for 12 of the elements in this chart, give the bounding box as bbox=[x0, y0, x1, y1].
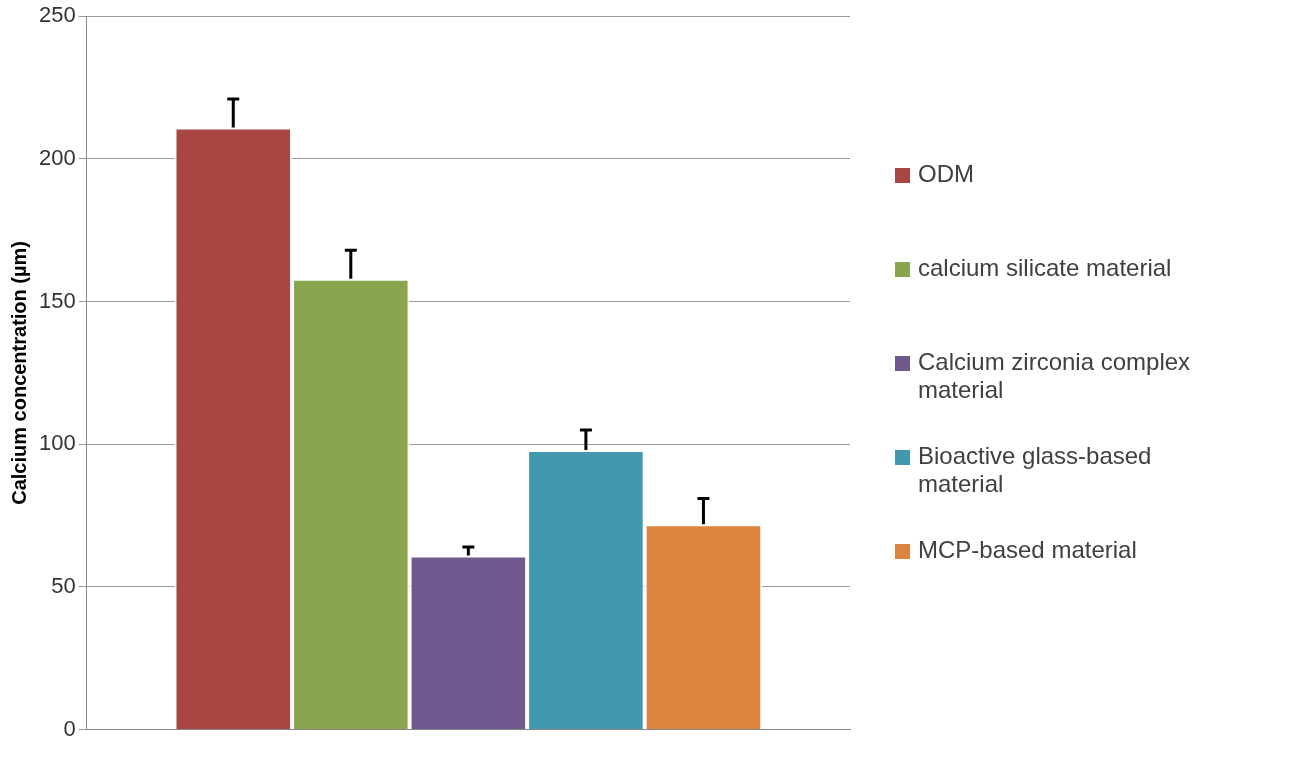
legend-label: ODM bbox=[918, 160, 974, 188]
y-tick-label: 150 bbox=[38, 287, 76, 313]
legend-label: calcium silicate material bbox=[918, 254, 1172, 282]
y-tick-label: 200 bbox=[38, 144, 76, 170]
y-tick-label: 100 bbox=[38, 430, 76, 456]
legend-label: Bioactive glass-based material bbox=[918, 442, 1153, 498]
y-tick-label: 0 bbox=[63, 715, 76, 741]
legend-label: Calcium zirconia complex material bbox=[918, 348, 1192, 404]
y-axis-title: Calcium concentration (µm) bbox=[7, 241, 30, 505]
y-tick-label: 50 bbox=[51, 572, 76, 598]
y-tick-label: 250 bbox=[38, 2, 76, 28]
legend-label: MCP-based material bbox=[918, 536, 1137, 564]
